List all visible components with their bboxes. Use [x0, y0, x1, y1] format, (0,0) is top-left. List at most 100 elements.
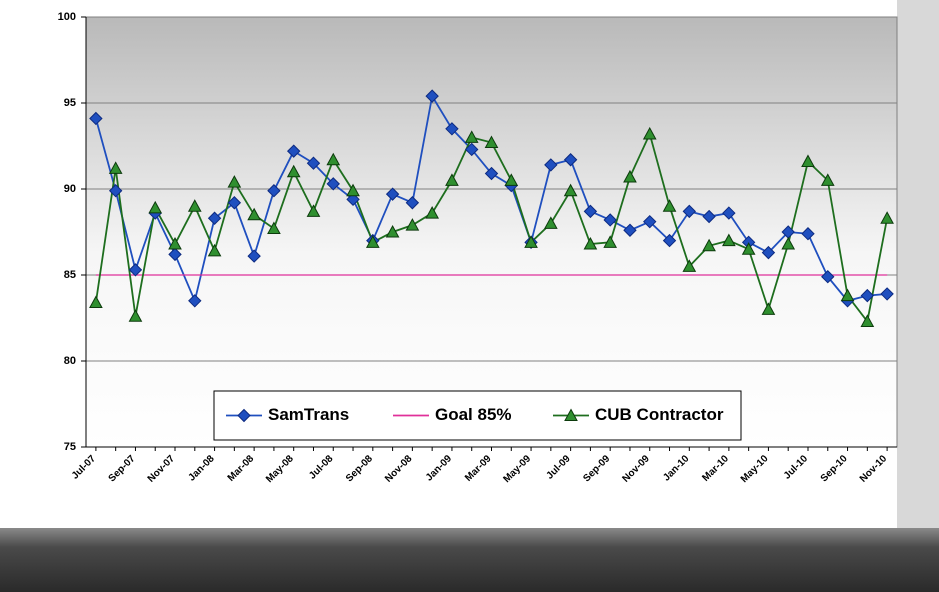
point [306, 204, 321, 217]
point [484, 135, 499, 149]
legend-box [213, 390, 742, 441]
point [543, 216, 558, 229]
y-tick-label: 95 [64, 97, 76, 109]
point [227, 175, 242, 188]
legend-marker [237, 408, 251, 423]
x-tick-label: Sep-10 [819, 453, 850, 484]
point [346, 183, 360, 197]
bottom-band [0, 528, 939, 592]
legend-label: SamTrans [268, 405, 349, 424]
x-tick-label: Nov-09 [620, 453, 652, 485]
point [128, 309, 143, 322]
x-tick-label: Mar-08 [226, 453, 257, 484]
x-tick-label: Jan-10 [661, 453, 691, 483]
point [365, 235, 380, 248]
point [445, 173, 459, 186]
point [267, 184, 281, 198]
point [860, 288, 875, 303]
point [464, 130, 479, 143]
y-tick-label: 75 [64, 441, 76, 453]
point [385, 224, 400, 238]
y-tick-label: 90 [64, 183, 76, 195]
point [741, 242, 756, 255]
x-tick-label: Nov-10 [858, 453, 890, 485]
point [623, 169, 637, 183]
point [563, 183, 578, 197]
point [168, 247, 182, 262]
point [504, 173, 519, 186]
point [781, 236, 796, 250]
point [346, 192, 360, 207]
x-tick-label: May-09 [501, 453, 533, 485]
point [662, 233, 677, 248]
point [207, 243, 222, 257]
y-tick-label: 85 [64, 269, 76, 281]
point [544, 158, 558, 172]
point [286, 164, 301, 178]
x-tick-label: Sep-08 [344, 453, 375, 484]
x-tick-label: Nov-07 [146, 453, 178, 485]
point [761, 302, 776, 315]
x-tick-label: Sep-09 [581, 453, 612, 484]
point [187, 199, 202, 212]
point [662, 199, 677, 212]
point [583, 236, 598, 250]
point [89, 111, 103, 126]
point [425, 89, 439, 103]
point [247, 207, 261, 221]
point [642, 126, 657, 140]
point [722, 233, 736, 247]
point [880, 211, 894, 224]
x-tick-label: May-08 [264, 453, 296, 485]
point [643, 214, 657, 229]
point [821, 270, 835, 284]
x-tick-label: Jul-08 [307, 453, 336, 482]
point [682, 259, 697, 272]
point [702, 238, 716, 252]
point [603, 235, 618, 248]
x-tick-label: Jul-07 [70, 453, 99, 482]
x-tick-label: Mar-10 [700, 453, 731, 484]
point [860, 314, 875, 327]
point [326, 152, 341, 166]
point [89, 295, 103, 309]
point [385, 187, 400, 201]
right-backdrop [897, 0, 939, 528]
point [148, 200, 163, 214]
point [128, 263, 143, 277]
point [801, 154, 815, 167]
y-tick-label: 80 [64, 355, 76, 367]
point [108, 184, 123, 198]
point [623, 223, 637, 237]
point [583, 204, 598, 219]
x-tick-label: Jan-08 [187, 453, 217, 483]
point [168, 236, 182, 250]
point [425, 206, 440, 219]
point [405, 218, 420, 231]
point [405, 196, 420, 210]
point [207, 211, 222, 225]
y-tick-label: 100 [58, 11, 76, 23]
x-tick-label: Jul-09 [545, 453, 574, 482]
point [840, 288, 855, 302]
x-tick-label: May-10 [739, 453, 771, 485]
point [326, 177, 340, 191]
legend-marker [564, 408, 578, 421]
point [267, 221, 281, 235]
x-tick-label: Sep-07 [107, 453, 138, 484]
point [820, 173, 835, 186]
point [563, 153, 578, 167]
point [108, 161, 123, 174]
point [682, 204, 697, 219]
point [445, 122, 459, 136]
point [247, 249, 261, 263]
point [880, 287, 894, 301]
point [702, 209, 716, 224]
point [227, 196, 242, 210]
point [484, 166, 499, 181]
x-tick-label: Jul-10 [782, 453, 811, 482]
x-tick-label: Jan-09 [424, 453, 454, 483]
x-tick-label: Mar-09 [463, 453, 494, 484]
